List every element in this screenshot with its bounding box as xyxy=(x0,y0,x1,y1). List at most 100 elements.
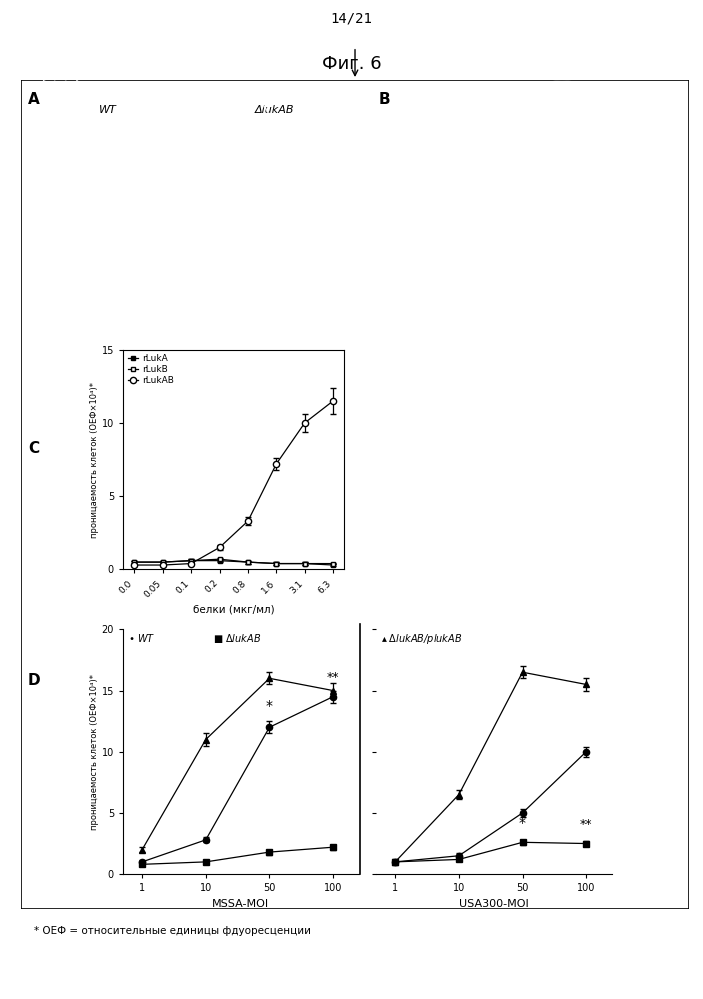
Circle shape xyxy=(480,184,501,193)
Circle shape xyxy=(602,377,616,383)
Circle shape xyxy=(550,404,565,410)
Circle shape xyxy=(501,461,524,471)
Circle shape xyxy=(574,284,594,293)
Circle shape xyxy=(412,143,425,148)
Circle shape xyxy=(501,96,527,107)
Circle shape xyxy=(463,98,472,103)
Circle shape xyxy=(494,94,507,100)
Circle shape xyxy=(607,137,616,141)
Circle shape xyxy=(425,104,440,110)
Text: B: B xyxy=(378,92,390,107)
Circle shape xyxy=(385,370,409,381)
Text: C: C xyxy=(28,441,39,456)
Circle shape xyxy=(501,330,511,334)
Circle shape xyxy=(498,85,522,95)
Text: ΔlukAB: ΔlukAB xyxy=(255,105,295,115)
Circle shape xyxy=(474,432,498,442)
Text: 14/21: 14/21 xyxy=(330,12,373,26)
Text: $\Delta$lukAB/p: $\Delta$lukAB/p xyxy=(395,229,446,243)
Text: **: ** xyxy=(580,818,593,831)
Circle shape xyxy=(440,108,452,113)
Circle shape xyxy=(636,183,651,190)
Circle shape xyxy=(643,433,659,440)
Text: D: D xyxy=(28,672,40,687)
Circle shape xyxy=(633,431,650,439)
Circle shape xyxy=(465,285,475,289)
Text: * ОЕФ = относительные единицы фдуоресценции: * ОЕФ = относительные единицы фдуоресцен… xyxy=(34,926,311,936)
Circle shape xyxy=(517,443,531,449)
Circle shape xyxy=(451,441,463,446)
Circle shape xyxy=(430,161,450,170)
Circle shape xyxy=(540,108,563,118)
Circle shape xyxy=(490,148,501,153)
Circle shape xyxy=(641,383,665,393)
Circle shape xyxy=(541,398,566,409)
Circle shape xyxy=(523,162,548,173)
Circle shape xyxy=(496,409,509,415)
Circle shape xyxy=(411,457,437,468)
Circle shape xyxy=(524,180,545,189)
Circle shape xyxy=(481,450,506,461)
Circle shape xyxy=(463,456,488,467)
Circle shape xyxy=(625,146,648,156)
Circle shape xyxy=(565,434,577,440)
Circle shape xyxy=(456,100,472,107)
Text: $\Delta$lukAB
/plukAB: $\Delta$lukAB /plukAB xyxy=(395,369,434,390)
Circle shape xyxy=(423,168,438,175)
Legend: rLukA, rLukB, rLukAB: rLukA, rLukB, rLukAB xyxy=(127,355,174,385)
X-axis label: белки (мкг/мл): белки (мкг/мл) xyxy=(193,604,275,614)
Circle shape xyxy=(642,428,665,438)
Circle shape xyxy=(427,112,438,117)
Circle shape xyxy=(631,429,656,440)
Text: WT/p: WT/p xyxy=(395,89,423,99)
Text: 40X: 40X xyxy=(646,328,664,338)
Circle shape xyxy=(453,428,463,433)
Circle shape xyxy=(609,168,621,173)
Circle shape xyxy=(553,391,570,398)
Circle shape xyxy=(529,160,543,166)
Text: **: ** xyxy=(327,671,340,684)
Text: $\blacktriangle$ $\Delta$lukAB/plukAB: $\blacktriangle$ $\Delta$lukAB/plukAB xyxy=(381,631,462,645)
Circle shape xyxy=(617,108,631,114)
Circle shape xyxy=(626,128,640,134)
Text: A: A xyxy=(28,92,39,107)
Circle shape xyxy=(431,410,449,417)
Circle shape xyxy=(510,146,528,154)
Text: Фиг. 6: Фиг. 6 xyxy=(322,55,381,73)
Circle shape xyxy=(398,125,411,131)
Circle shape xyxy=(471,329,481,334)
Circle shape xyxy=(419,404,432,409)
Circle shape xyxy=(536,86,550,92)
Text: $\blacksquare$ $\Delta$lukAB: $\blacksquare$ $\Delta$lukAB xyxy=(212,631,261,644)
Text: 40X: 40X xyxy=(646,468,664,478)
Text: WT: WT xyxy=(99,105,117,115)
Circle shape xyxy=(610,379,633,389)
Text: $\bullet$ WT: $\bullet$ WT xyxy=(128,631,155,643)
Circle shape xyxy=(502,174,524,184)
Circle shape xyxy=(610,336,625,343)
Circle shape xyxy=(541,433,552,438)
Circle shape xyxy=(501,427,513,432)
Text: *: * xyxy=(519,816,526,830)
Circle shape xyxy=(447,418,460,423)
Circle shape xyxy=(529,143,546,150)
Circle shape xyxy=(645,171,669,181)
X-axis label: MSSA-MOI: MSSA-MOI xyxy=(212,899,269,909)
Circle shape xyxy=(430,409,441,414)
Y-axis label: проницаемость клеток (ОЕФ×10⁴)*: проницаемость клеток (ОЕФ×10⁴)* xyxy=(90,673,99,830)
Circle shape xyxy=(654,102,677,112)
Circle shape xyxy=(562,165,574,170)
Circle shape xyxy=(512,265,531,273)
Circle shape xyxy=(510,111,528,119)
Circle shape xyxy=(448,99,462,105)
Circle shape xyxy=(649,405,673,416)
Circle shape xyxy=(562,184,574,190)
Circle shape xyxy=(394,419,418,429)
Circle shape xyxy=(612,372,631,380)
Text: 40X: 40X xyxy=(646,188,664,198)
X-axis label: USA300-MOI: USA300-MOI xyxy=(459,899,529,909)
Circle shape xyxy=(628,152,649,161)
Circle shape xyxy=(505,403,514,407)
Circle shape xyxy=(650,424,666,431)
Circle shape xyxy=(536,437,557,447)
